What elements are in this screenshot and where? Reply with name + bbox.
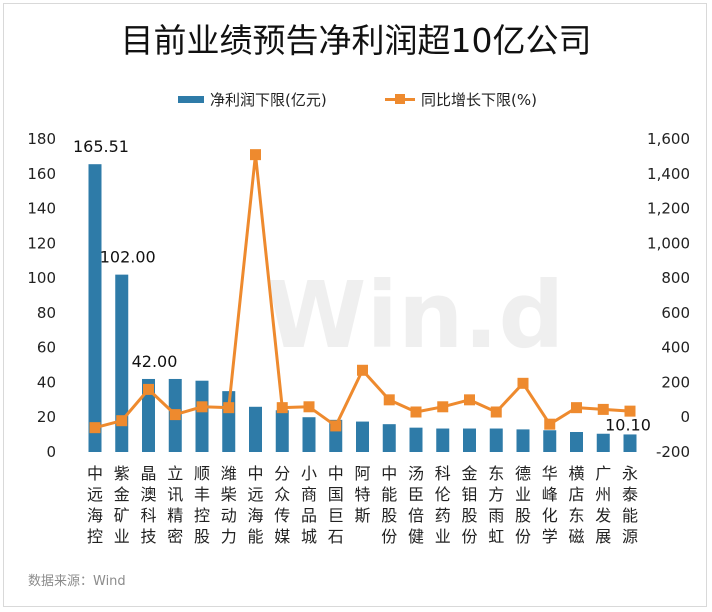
bar-广州发展 bbox=[596, 433, 610, 452]
data-label: 42.00 bbox=[132, 352, 178, 371]
y-left-tick-label: 60 bbox=[37, 339, 56, 357]
y-left-tick-label: 180 bbox=[27, 130, 56, 148]
legend-item-profit: 净利润下限(亿元) bbox=[178, 88, 327, 110]
growth-point-广州发展 bbox=[597, 403, 609, 415]
category-label: 中远海控 bbox=[87, 464, 103, 546]
category-label: 广州发展 bbox=[595, 464, 611, 546]
bar-东方雨虹 bbox=[489, 428, 503, 452]
y-left-tick-label: 20 bbox=[37, 408, 56, 426]
category-label: 中国巨石 bbox=[328, 464, 344, 546]
category-label: 顺丰控股 bbox=[194, 464, 210, 546]
category-label: 金钼股份 bbox=[461, 464, 477, 546]
bar-横店东磁 bbox=[570, 432, 583, 452]
bar-阿特斯 bbox=[356, 421, 369, 452]
legend-bar-swatch bbox=[178, 95, 204, 103]
data-label: 165.51 bbox=[73, 137, 129, 156]
growth-point-紫金矿业 bbox=[116, 415, 128, 427]
bar-分众传媒 bbox=[275, 410, 289, 452]
y-right-tick-label: -200 bbox=[656, 443, 690, 461]
bar-金钼股份 bbox=[463, 428, 476, 452]
y-right-tick-label: 600 bbox=[661, 304, 690, 322]
category-label: 横店东磁 bbox=[568, 464, 584, 546]
growth-point-德业股份 bbox=[517, 377, 529, 389]
source-note: 数据来源：Wind bbox=[28, 574, 126, 589]
data-label: 102.00 bbox=[100, 248, 156, 267]
legend: 净利润下限(亿元) 同比增长下限(%) bbox=[0, 88, 712, 110]
category-label: 晶澳科技 bbox=[140, 464, 156, 546]
chart-frame bbox=[3, 3, 707, 607]
bar-华峰化学 bbox=[543, 430, 557, 452]
category-label: 立讯精密 bbox=[167, 464, 183, 546]
growth-point-中能股份 bbox=[383, 394, 395, 406]
y-right-tick-label: 1,000 bbox=[647, 234, 690, 252]
growth-point-金钼股份 bbox=[464, 394, 475, 406]
category-label: 紫金矿业 bbox=[114, 464, 130, 546]
bar-晶澳科技 bbox=[142, 378, 155, 452]
bar-中远海控 bbox=[88, 164, 102, 452]
growth-point-顺丰控股 bbox=[196, 401, 208, 413]
legend-marker bbox=[395, 94, 405, 104]
growth-point-晶澳科技 bbox=[143, 383, 154, 395]
growth-point-东方雨虹 bbox=[490, 406, 502, 418]
growth-point-华峰化学 bbox=[544, 418, 556, 430]
category-label: 永泰能源 bbox=[622, 464, 638, 546]
y-left-tick-label: 0 bbox=[46, 443, 56, 461]
y-left-tick-label: 160 bbox=[27, 165, 56, 183]
bar-中远海能 bbox=[249, 406, 262, 452]
y-right-tick-label: 800 bbox=[661, 269, 690, 287]
y-right-tick-label: 1,200 bbox=[647, 200, 690, 218]
y-right-tick-label: 1,400 bbox=[647, 165, 690, 183]
y-left-tick-label: 120 bbox=[27, 234, 56, 252]
category-label: 东方雨虹 bbox=[488, 464, 504, 546]
category-label: 汤臣倍健 bbox=[408, 464, 424, 546]
growth-point-中远海控 bbox=[89, 422, 101, 434]
y-left-tick-label: 100 bbox=[27, 269, 56, 287]
growth-point-中远海能 bbox=[250, 149, 261, 161]
growth-point-潍柴动力 bbox=[223, 402, 235, 414]
bar-中能股份 bbox=[382, 424, 396, 452]
growth-point-永泰能源 bbox=[624, 405, 636, 417]
category-label: 小商品城 bbox=[301, 464, 317, 546]
y-left-tick-label: 40 bbox=[37, 373, 56, 391]
bar-科伦药业 bbox=[436, 428, 450, 452]
chart-title: 目前业绩预告净利润超10亿公司 bbox=[120, 21, 592, 60]
growth-point-分众传媒 bbox=[276, 402, 288, 414]
growth-point-中国巨石 bbox=[330, 420, 342, 432]
y-right-tick-label: 200 bbox=[661, 373, 690, 391]
category-label: 阿特斯 bbox=[354, 464, 370, 525]
y-right-tick-label: 0 bbox=[680, 408, 690, 426]
category-label: 科伦药业 bbox=[435, 464, 451, 546]
bar-紫金矿业 bbox=[115, 274, 129, 452]
y-left-tick-label: 80 bbox=[37, 304, 56, 322]
category-label: 中能股份 bbox=[381, 464, 397, 546]
data-label: 10.10 bbox=[605, 415, 651, 434]
legend-item-growth: 同比增长下限(%) bbox=[385, 88, 537, 110]
y-right-tick-label: 400 bbox=[661, 339, 690, 357]
category-label: 分众传媒 bbox=[274, 464, 290, 546]
category-label: 华峰化学 bbox=[542, 464, 558, 546]
bar-小商品城 bbox=[302, 417, 316, 452]
growth-point-汤臣倍健 bbox=[410, 406, 422, 418]
bar-德业股份 bbox=[516, 429, 530, 452]
growth-point-立讯精密 bbox=[169, 409, 181, 421]
watermark: Win.d bbox=[265, 262, 565, 369]
legend-line-swatch bbox=[385, 92, 415, 106]
category-label: 德业股份 bbox=[515, 464, 531, 546]
growth-point-科伦药业 bbox=[437, 401, 449, 413]
legend-label-profit: 净利润下限(亿元) bbox=[210, 90, 327, 109]
y-left-tick-label: 140 bbox=[27, 200, 56, 218]
growth-point-阿特斯 bbox=[357, 364, 368, 376]
legend-label-growth: 同比增长下限(%) bbox=[421, 90, 537, 109]
category-label: 中远海能 bbox=[247, 464, 263, 546]
category-label: 潍柴动力 bbox=[221, 464, 237, 546]
bar-汤臣倍健 bbox=[409, 427, 423, 452]
growth-point-横店东磁 bbox=[571, 402, 582, 414]
y-right-tick-label: 1,600 bbox=[647, 130, 690, 148]
bar-顺丰控股 bbox=[195, 380, 209, 452]
bar-永泰能源 bbox=[623, 434, 637, 452]
growth-point-小商品城 bbox=[303, 401, 315, 413]
